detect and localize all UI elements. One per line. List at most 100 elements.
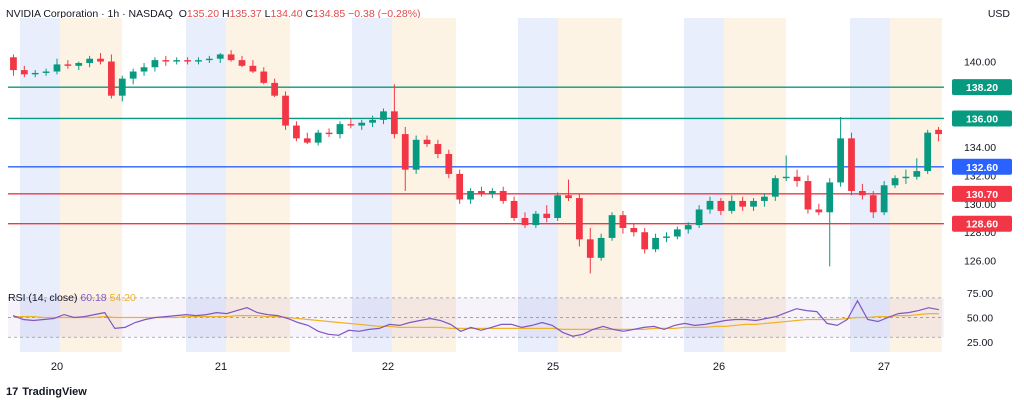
candle-body <box>467 190 474 200</box>
candle-body <box>293 125 300 139</box>
candle-body <box>837 138 844 183</box>
candle-body <box>390 111 398 135</box>
tradingview-brand[interactable]: 17 TradingView <box>6 386 87 398</box>
candle-body <box>151 60 159 68</box>
candle-body <box>652 237 659 250</box>
rsi-tick-label: 75.00 <box>967 288 993 300</box>
candle-body <box>848 138 855 191</box>
candle-body <box>140 67 148 72</box>
candle-body <box>380 111 387 120</box>
open-label: O <box>178 8 187 20</box>
candle-body <box>641 232 649 250</box>
level-price-label: 136.00 <box>966 113 998 125</box>
candle-body <box>782 176 790 179</box>
candle-body <box>532 213 540 226</box>
rsi-legend: RSI (14, close) 60.18 54.20 <box>8 292 136 304</box>
candle-body <box>86 58 94 63</box>
candle-body <box>684 225 692 230</box>
candle-body <box>706 200 714 210</box>
candle-body <box>314 132 322 143</box>
price-tick-label: 134.00 <box>964 142 996 154</box>
session-band <box>226 18 290 352</box>
candle-body <box>576 198 583 240</box>
candle-body <box>858 190 866 196</box>
time-tick-label: 25 <box>547 361 559 373</box>
candle-body <box>97 58 104 62</box>
candle-body <box>118 78 126 96</box>
candle-body <box>478 190 485 194</box>
level-price-label: 130.70 <box>966 189 998 201</box>
candle-body <box>597 237 605 258</box>
rsi-line <box>12 299 940 337</box>
candle-body <box>31 72 39 75</box>
price-tick-label: 126.00 <box>964 256 996 268</box>
candle-body <box>282 95 289 126</box>
level-price-label: 138.20 <box>966 82 998 94</box>
candle-body <box>771 178 779 197</box>
candle-body <box>195 60 202 62</box>
candle-body <box>336 124 344 135</box>
candle-body <box>924 132 932 172</box>
candle-body <box>303 138 311 143</box>
candle-body <box>717 200 725 211</box>
session-band <box>392 18 456 352</box>
time-tick-label: 26 <box>713 361 725 373</box>
candle-body <box>880 185 888 213</box>
time-tick-label: 27 <box>878 361 890 373</box>
candle-body <box>434 144 442 154</box>
candle-body <box>902 176 910 179</box>
candle-body <box>358 122 366 126</box>
candle-body <box>64 64 72 66</box>
candle-body <box>521 218 529 226</box>
time-tick-label: 20 <box>51 361 63 373</box>
level-price-tag <box>952 158 1012 175</box>
candle-body <box>499 190 507 201</box>
low-value: 134.40 <box>270 8 303 20</box>
candle-body <box>260 71 268 83</box>
candle-body <box>325 132 333 135</box>
candle-body <box>369 119 376 123</box>
candle-body <box>761 196 768 201</box>
high-value: 135.37 <box>229 8 262 20</box>
level-price-label: 128.60 <box>966 219 998 231</box>
candle-body <box>108 61 115 96</box>
time-tick-label: 22 <box>382 361 394 373</box>
candle-body <box>216 54 224 59</box>
candle-body <box>488 190 496 194</box>
candle-body <box>238 60 246 66</box>
candle-body <box>129 71 137 79</box>
candle-body <box>608 215 616 238</box>
session-bands <box>20 18 942 352</box>
candle-body <box>804 181 812 210</box>
close-label: C <box>305 8 314 20</box>
rsi-pane <box>8 297 944 338</box>
time-tick-label: 21 <box>215 361 227 373</box>
session-band <box>890 18 942 352</box>
session-band <box>518 18 558 352</box>
session-band <box>850 18 890 352</box>
close-value: 134.85 <box>313 8 346 20</box>
level-price-tag <box>952 110 1012 127</box>
rsi-tick-label: 50.00 <box>967 313 993 325</box>
candle-body <box>445 154 453 174</box>
candle-body <box>184 60 191 62</box>
candle-body <box>423 139 431 145</box>
candle-body <box>586 239 594 258</box>
candle-body <box>750 200 757 207</box>
candle-body <box>10 57 17 71</box>
level-price-label: 132.60 <box>966 162 998 174</box>
candle-body <box>510 200 518 218</box>
rsi-legend-label: RSI (14, close) <box>8 292 78 304</box>
candle-body <box>728 200 736 211</box>
brand-name: TradingView <box>22 386 87 398</box>
candle-body <box>935 129 942 135</box>
candle-body <box>826 182 834 213</box>
currency-label[interactable]: USD <box>987 8 1010 20</box>
session-band <box>684 18 724 352</box>
low-label: L <box>264 8 271 20</box>
symbol-name: NVIDIA Corporation · 1h · NASDAQ <box>6 8 173 20</box>
price-axis: 126.00128.00130.00132.00134.00136.00138.… <box>952 57 1012 349</box>
candle-body <box>227 54 235 61</box>
horizontal-levels <box>8 86 944 225</box>
